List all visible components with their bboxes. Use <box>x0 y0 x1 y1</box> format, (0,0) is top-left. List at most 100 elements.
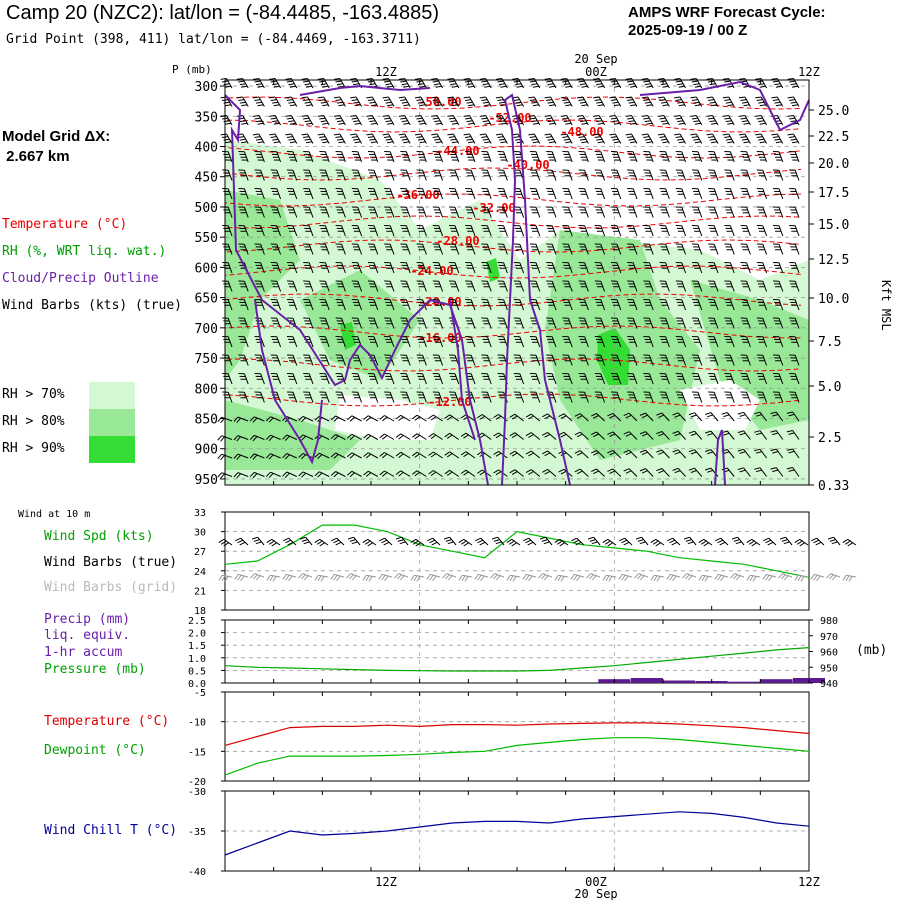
upper-wind-barb <box>286 354 298 366</box>
upper-wind-barb <box>724 391 735 403</box>
upper-wind-barb <box>303 336 314 348</box>
upper-wind-barb <box>382 115 395 126</box>
upper-wind-barb <box>674 96 687 107</box>
upper-wind-barb <box>270 317 282 329</box>
upper-wind-barb <box>351 169 363 181</box>
surface-wind-barb-true <box>635 536 649 546</box>
precip-bar <box>760 679 793 683</box>
upper-wind-barb <box>542 468 557 477</box>
y-tick-label: -20 <box>188 777 206 788</box>
height-tick-label: 5.0 <box>818 380 841 395</box>
upper-wind-barb <box>238 243 249 255</box>
upper-wind-barb <box>509 432 524 440</box>
upper-wind-barb <box>724 299 735 311</box>
upper-wind-barb <box>254 373 265 385</box>
upper-wind-barb <box>787 96 800 107</box>
upper-wind-barb <box>513 391 525 403</box>
upper-wind-barb <box>643 225 654 237</box>
upper-wind-barb <box>314 471 330 478</box>
upper-wind-barb <box>756 169 768 181</box>
upper-wind-barb <box>319 206 330 218</box>
height-tick-label: 2.5 <box>818 431 841 446</box>
height-tick-label: 12.5 <box>818 253 849 268</box>
upper-wind-barb <box>546 391 557 403</box>
upper-wind-barb <box>607 412 622 422</box>
upper-wind-barb <box>528 78 541 89</box>
upper-wind-barb <box>465 336 476 348</box>
right-tick-label: 960 <box>820 648 838 659</box>
upper-wind-barb <box>708 336 719 348</box>
upper-wind-barb <box>513 280 525 292</box>
upper-wind-barb <box>497 317 508 329</box>
upper-wind-barb <box>400 262 411 274</box>
surface-wind-barb-grid <box>794 574 809 582</box>
upper-wind-barb <box>351 391 363 403</box>
upper-wind-barb <box>789 336 800 348</box>
upper-wind-barb <box>432 373 444 385</box>
upper-wind-barb <box>400 373 411 385</box>
upper-wind-barb <box>691 317 703 329</box>
upper-wind-barb <box>627 317 638 329</box>
grid-dx-value: 2.667 km <box>2 148 70 165</box>
upper-wind-barb <box>384 243 395 255</box>
upper-wind-barb <box>513 354 525 366</box>
upper-wind-barb <box>772 151 784 163</box>
upper-wind-barb <box>627 354 638 366</box>
height-axis-label: Kft MSL <box>879 280 893 331</box>
upper-wind-barb <box>367 206 379 218</box>
upper-wind-barb <box>771 133 784 144</box>
upper-wind-barb <box>497 169 508 181</box>
upper-wind-barb <box>416 280 427 292</box>
upper-wind-barb <box>379 433 395 440</box>
rh90-swatch <box>89 436 135 463</box>
upper-wind-barb <box>529 169 541 181</box>
upper-wind-barb <box>416 317 427 329</box>
upper-wind-barb <box>639 431 654 440</box>
surface-wind-barb-grid <box>266 574 281 582</box>
surface-wind-barb-grid <box>778 573 793 581</box>
upper-wind-barb <box>772 188 784 200</box>
upper-wind-barb <box>738 115 751 126</box>
upper-wind-barb <box>286 280 298 292</box>
upper-wind-barb <box>335 391 346 403</box>
upper-wind-barb <box>367 188 379 200</box>
upper-wind-barb <box>675 243 687 255</box>
upper-wind-barb <box>400 336 411 348</box>
upper-wind-barb <box>529 188 541 200</box>
upper-wind-barb <box>756 188 768 200</box>
upper-wind-barb <box>627 225 638 237</box>
upper-wind-barb <box>610 299 622 311</box>
temperature-contour <box>224 239 802 253</box>
upper-wind-barb <box>238 336 249 348</box>
upper-wind-barb <box>335 225 346 237</box>
upper-wind-barb <box>335 299 346 311</box>
upper-wind-barb <box>298 415 314 423</box>
model-grid-dx: Model Grid ΔX: 2.667 km <box>2 127 110 167</box>
upper-wind-barb <box>562 317 573 329</box>
upper-wind-barb <box>740 262 751 274</box>
upper-wind-barb <box>384 373 395 385</box>
upper-wind-barb <box>254 391 265 403</box>
upper-wind-barb <box>787 78 800 89</box>
upper-wind-barb <box>542 431 557 440</box>
upper-wind-barb <box>285 96 298 107</box>
upper-wind-barb <box>691 262 703 274</box>
surface-wind-barb-grid <box>218 574 233 582</box>
upper-wind-barb <box>786 448 800 459</box>
upper-wind-barb <box>465 317 476 329</box>
upper-wind-barb <box>594 299 606 311</box>
legend-precip-liq: liq. equiv. <box>44 628 131 643</box>
upper-wind-barb <box>254 169 265 181</box>
upper-wind-barb <box>351 317 363 329</box>
upper-wind-barb <box>416 262 427 274</box>
pressure-tick-label: 750 <box>195 352 218 367</box>
upper-wind-barb <box>416 373 427 385</box>
surface-wind-barb-true <box>746 538 761 547</box>
wind-speed-line <box>224 524 810 578</box>
upper-wind-barb <box>756 299 768 311</box>
upper-wind-barb <box>481 151 492 163</box>
upper-wind-barb <box>576 78 589 89</box>
upper-wind-barb <box>675 280 687 292</box>
upper-wind-barb <box>789 280 800 292</box>
upper-wind-barb <box>238 225 249 237</box>
